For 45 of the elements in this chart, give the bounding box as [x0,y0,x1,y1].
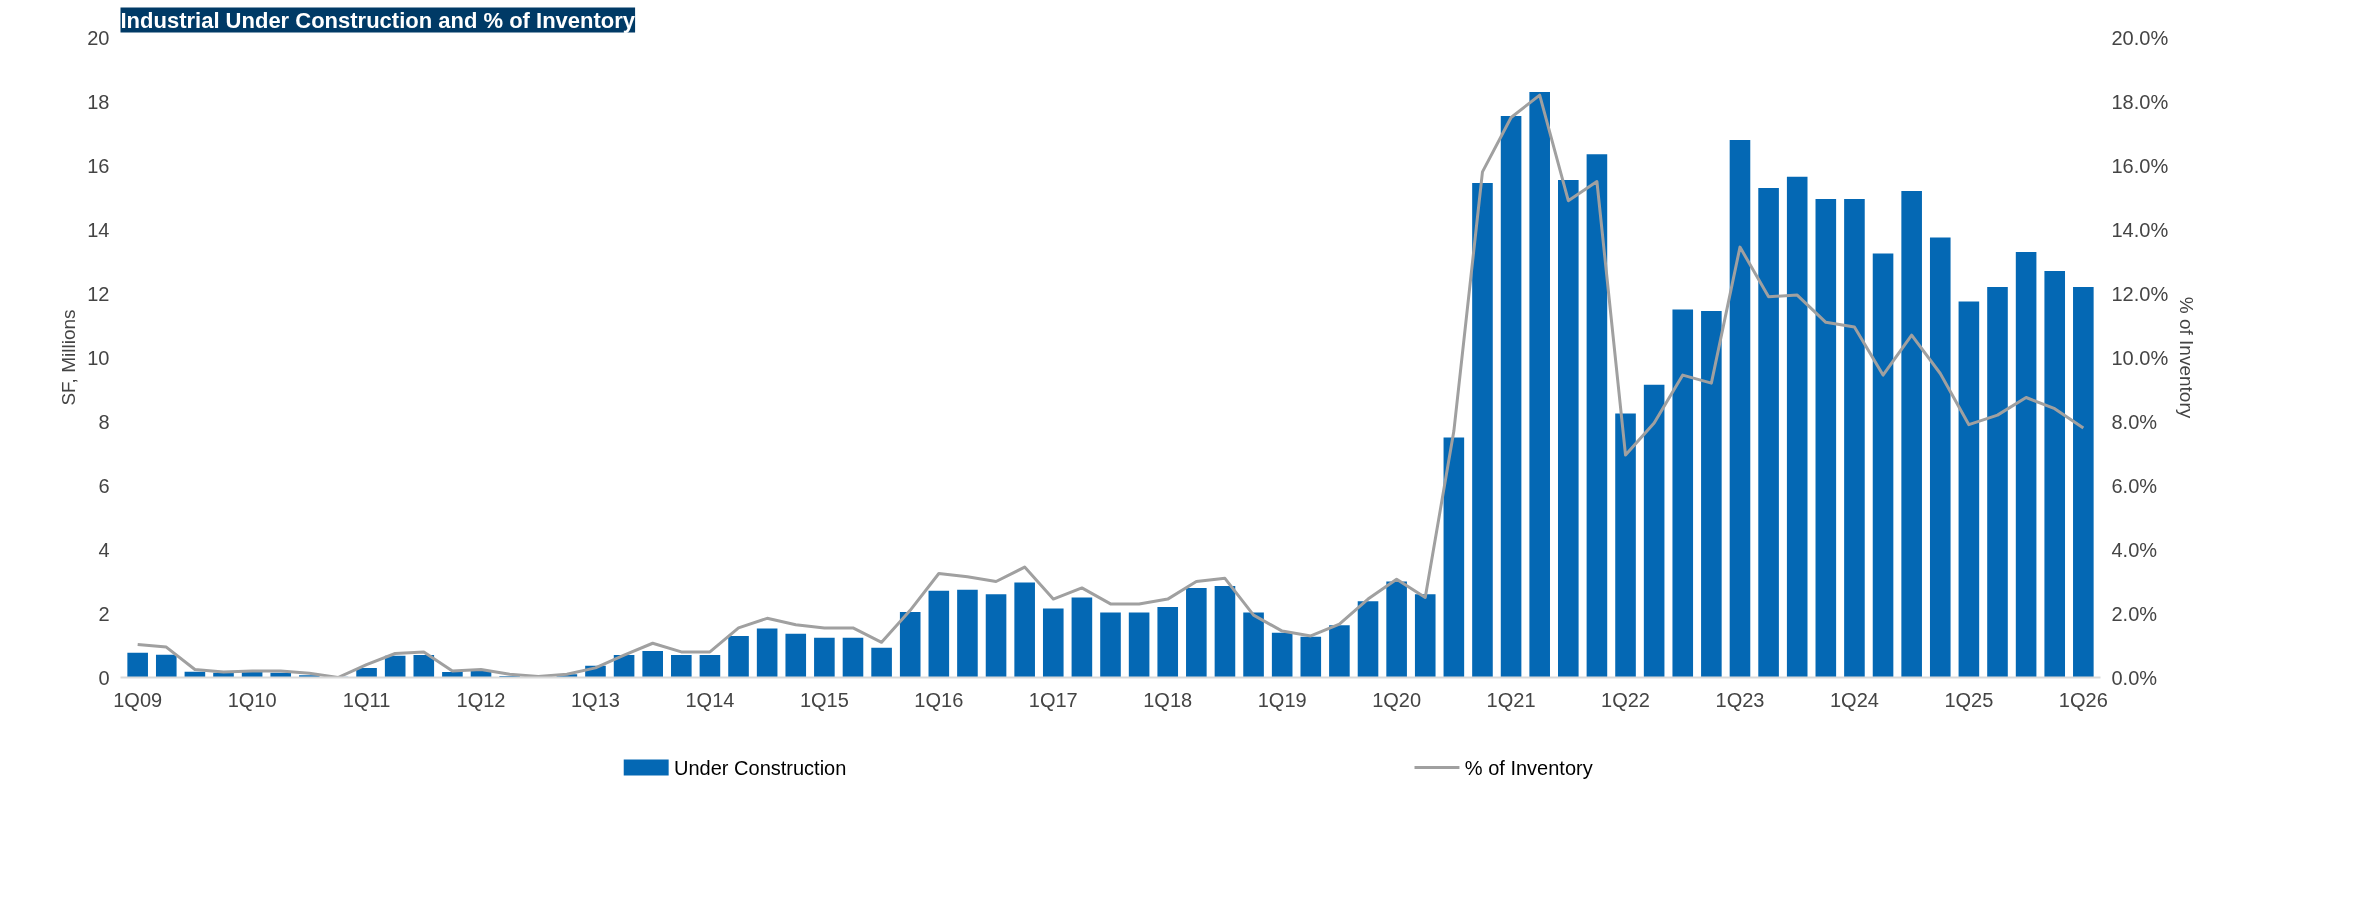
x-tick-label: 1Q13 [571,688,620,711]
x-tick-label: 1Q18 [1143,688,1193,711]
y-tick-label: 20 [87,26,110,49]
y-tick-label: 18 [87,90,110,113]
y-axis-title: SF, Millions [58,309,80,406]
y2-tick-label: 12.0% [2111,282,2169,305]
y2-tick-label: 6.0% [2111,474,2158,497]
y2-tick-label: 14.0% [2111,218,2169,241]
x-tick-label: 1Q22 [1601,688,1650,711]
y-tick-label: 16 [87,154,110,177]
x-tick-label: 1Q23 [1715,688,1765,711]
y2-tick-label: 18.0% [2111,90,2169,113]
y-tick-label: 2 [98,602,110,625]
y-tick-label: 8 [98,410,110,433]
x-tick-label: 1Q19 [1257,688,1307,711]
y2-tick-label: 8.0% [2111,410,2158,433]
x-tick-label: 1Q17 [1028,688,1078,711]
x-tick-label: 1Q15 [799,688,849,711]
legend-label: Under Construction [674,756,847,779]
y-tick-label: 6 [98,474,110,497]
x-tick-label: 1Q21 [1486,688,1536,711]
x-tick-label: 1Q11 [342,688,391,711]
y2-tick-label: 16.0% [2111,154,2169,177]
y-tick-label: 10 [87,346,110,369]
y2-tick-label: 10.0% [2111,346,2169,369]
x-tick-label: 1Q14 [685,688,735,711]
y-tick-label: 14 [87,218,110,241]
y2-tick-label: 4.0% [2111,538,2158,561]
x-tick-label: 1Q09 [113,688,163,711]
y2-tick-label: 2.0% [2111,602,2158,625]
x-tick-label: 1Q24 [1829,688,1879,711]
x-tick-label: 1Q10 [227,688,277,711]
y2-axis-title: % of Inventory [2176,296,2198,419]
y-tick-label: 12 [87,282,110,305]
y-tick-label: 0 [98,666,110,689]
y2-tick-label: 20.0% [2111,26,2169,49]
y-tick-label: 4 [98,538,110,561]
y2-tick-label: 0.0% [2111,666,2158,689]
x-tick-label: 1Q20 [1372,688,1422,711]
x-tick-label: 1Q26 [2058,688,2108,711]
x-tick-label: 1Q16 [914,688,964,711]
legend-label: % of Inventory [1464,756,1593,779]
x-tick-label: 1Q25 [1944,688,1994,711]
chart-title: Industrial Under Construction and % of Inventory [120,7,636,33]
x-tick-label: 1Q12 [456,688,506,711]
